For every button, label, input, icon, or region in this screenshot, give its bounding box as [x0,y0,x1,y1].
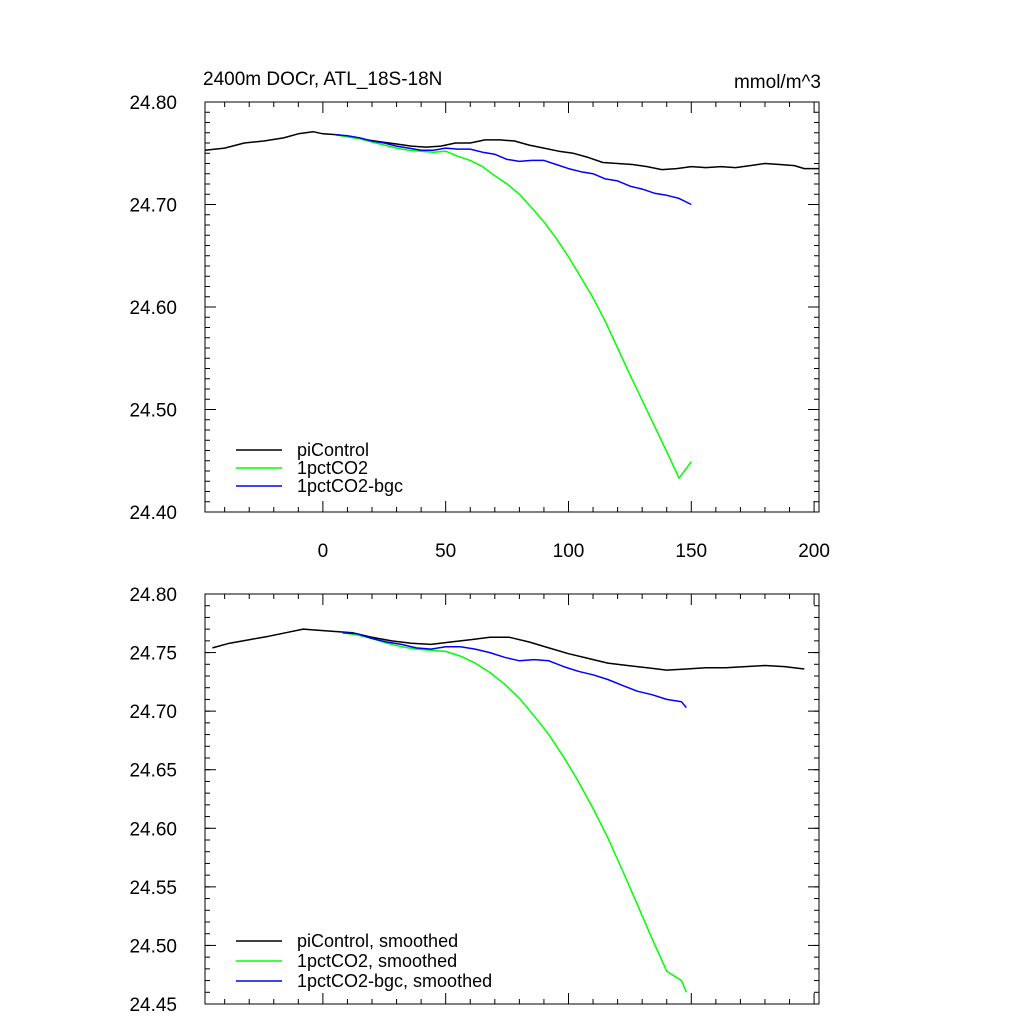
legend-label: 1pctCO2, smoothed [297,951,457,971]
units-label: mmol/m^3 [734,72,821,93]
y-tick-label: 24.65 [129,761,177,782]
legend-label: piControl [297,440,369,460]
series-line-1 [212,628,805,671]
y-tick-label: 24.40 [129,503,177,524]
top-panel: 24.40 24.50 24.60 24.70 24.80 0 50 100 150 200 piC… [129,93,829,562]
x-tick-label: 100 [553,541,585,562]
series-line-3 [335,134,692,206]
legend-label: 1pctCO2-bgc [297,476,403,496]
y-tick-label: 24.45 [129,995,177,1016]
y-tick-label: 24.80 [129,585,177,606]
series-line-1 [204,130,819,171]
y-tick-label: 24.70 [129,196,177,217]
y-tick-label: 24.50 [129,401,177,422]
chart-title: 2400m DOCr, ATL_18S-18N [203,69,442,90]
y-tick-label: 24.70 [129,702,177,723]
y-tick-label: 24.55 [129,878,177,899]
series-line-2 [342,631,688,993]
x-tick-label: 200 [798,541,830,562]
legend-label: piControl, smoothed [297,931,458,951]
y-tick-label: 24.80 [129,93,177,114]
legend-label: 1pctCO2 [297,458,368,478]
y-tick-label: 24.50 [129,936,177,957]
bottom-panel: 24.45 24.50 24.55 24.60 24.65 24.70 24.75 24.80… [129,585,820,1016]
x-tick-label: 50 [435,541,456,562]
x-tick-label: 0 [318,541,329,562]
series-line-3 [342,631,687,709]
tick-marks [205,593,819,1005]
y-tick-label: 24.60 [129,819,177,840]
bottom-plot-frame [204,593,820,1005]
y-tick-label: 24.75 [129,644,177,665]
tick-marks [205,101,819,513]
y-tick-label: 24.60 [129,298,177,319]
x-tick-label: 150 [675,541,707,562]
legend-label: 1pctCO2-bgc, smoothed [297,971,492,991]
bottom-plot-area: 24.45 24.50 24.55 24.60 24.65 24.70 24.75 24.80… [129,585,819,1016]
top-plot-area: 24.40 24.50 24.60 24.70 24.80 0 50 100 150 200 piC… [129,93,829,562]
series-line-2 [335,134,692,479]
